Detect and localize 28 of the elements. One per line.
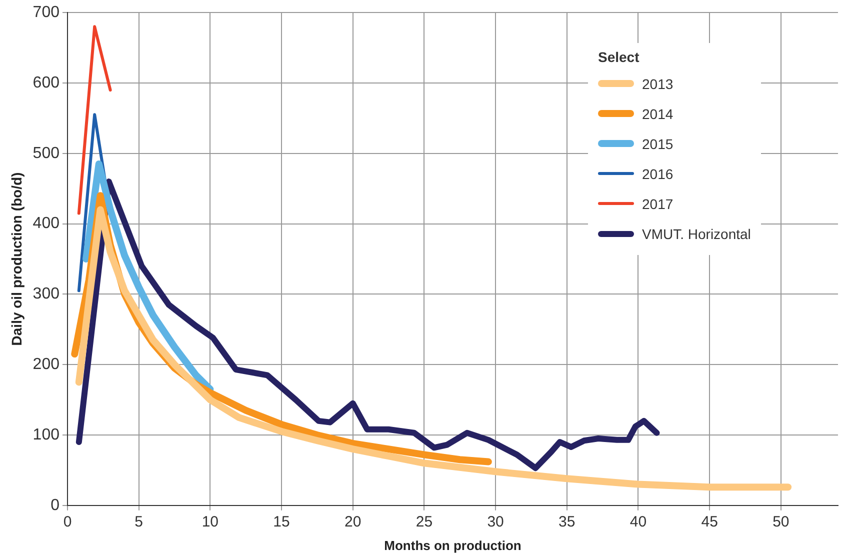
y-axis-title: Daily oil production (bo/d) [8,172,24,346]
x-tick-label: 45 [701,514,718,531]
legend-label: VMUT. Horizontal [642,226,751,242]
x-axis-title: Months on production [384,538,522,553]
legend-label: 2015 [642,136,674,152]
legend-label: 2016 [642,166,674,182]
y-tick-label: 300 [32,286,60,303]
legend-label: 2013 [642,76,674,92]
y-tick-label: 0 [50,496,60,514]
x-tick-label: 40 [630,514,647,531]
y-tick-label: 600 [32,74,60,92]
x-tick-label: 0 [63,514,72,531]
x-tick-label: 20 [344,514,362,531]
x-tick-label: 50 [772,514,790,531]
legend-label: 2014 [642,106,674,122]
y-tick-label: 700 [32,4,60,22]
y-tick-label: 500 [32,144,60,162]
x-tick-label: 10 [202,514,219,531]
y-tick-label: 100 [32,426,60,444]
x-tick-label: 25 [416,514,433,531]
y-tick-label: 200 [32,356,60,374]
x-tick-label: 15 [273,514,290,531]
y-tick-label: 400 [32,215,60,232]
x-tick-label: 35 [558,514,576,531]
x-tick-label: 5 [134,514,144,531]
x-tick-label: 30 [487,514,504,531]
legend-title: Select [598,48,640,65]
legend-label: 2017 [642,196,674,212]
